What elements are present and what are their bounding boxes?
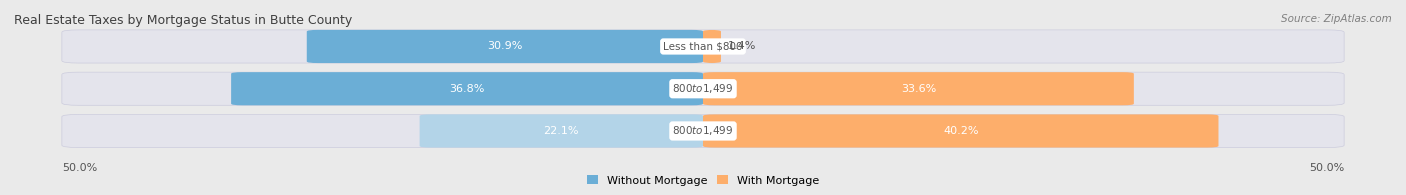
Text: 30.9%: 30.9% bbox=[488, 42, 523, 51]
Legend: Without Mortgage, With Mortgage: Without Mortgage, With Mortgage bbox=[588, 176, 818, 186]
Text: 22.1%: 22.1% bbox=[544, 126, 579, 136]
FancyBboxPatch shape bbox=[703, 30, 721, 63]
Text: 50.0%: 50.0% bbox=[62, 163, 97, 173]
Text: 1.4%: 1.4% bbox=[728, 42, 756, 51]
FancyBboxPatch shape bbox=[62, 30, 1344, 63]
Text: Less than $800: Less than $800 bbox=[664, 42, 742, 51]
FancyBboxPatch shape bbox=[703, 72, 1133, 105]
FancyBboxPatch shape bbox=[307, 30, 703, 63]
FancyBboxPatch shape bbox=[62, 72, 1344, 105]
Text: Real Estate Taxes by Mortgage Status in Butte County: Real Estate Taxes by Mortgage Status in … bbox=[14, 14, 353, 27]
Text: Source: ZipAtlas.com: Source: ZipAtlas.com bbox=[1281, 14, 1392, 24]
Text: $800 to $1,499: $800 to $1,499 bbox=[672, 124, 734, 137]
Text: 33.6%: 33.6% bbox=[901, 84, 936, 94]
FancyBboxPatch shape bbox=[703, 114, 1219, 148]
FancyBboxPatch shape bbox=[231, 72, 703, 105]
FancyBboxPatch shape bbox=[419, 114, 703, 148]
Text: $800 to $1,499: $800 to $1,499 bbox=[672, 82, 734, 95]
Text: 40.2%: 40.2% bbox=[943, 126, 979, 136]
Text: 50.0%: 50.0% bbox=[1309, 163, 1344, 173]
Text: 36.8%: 36.8% bbox=[450, 84, 485, 94]
FancyBboxPatch shape bbox=[62, 114, 1344, 148]
